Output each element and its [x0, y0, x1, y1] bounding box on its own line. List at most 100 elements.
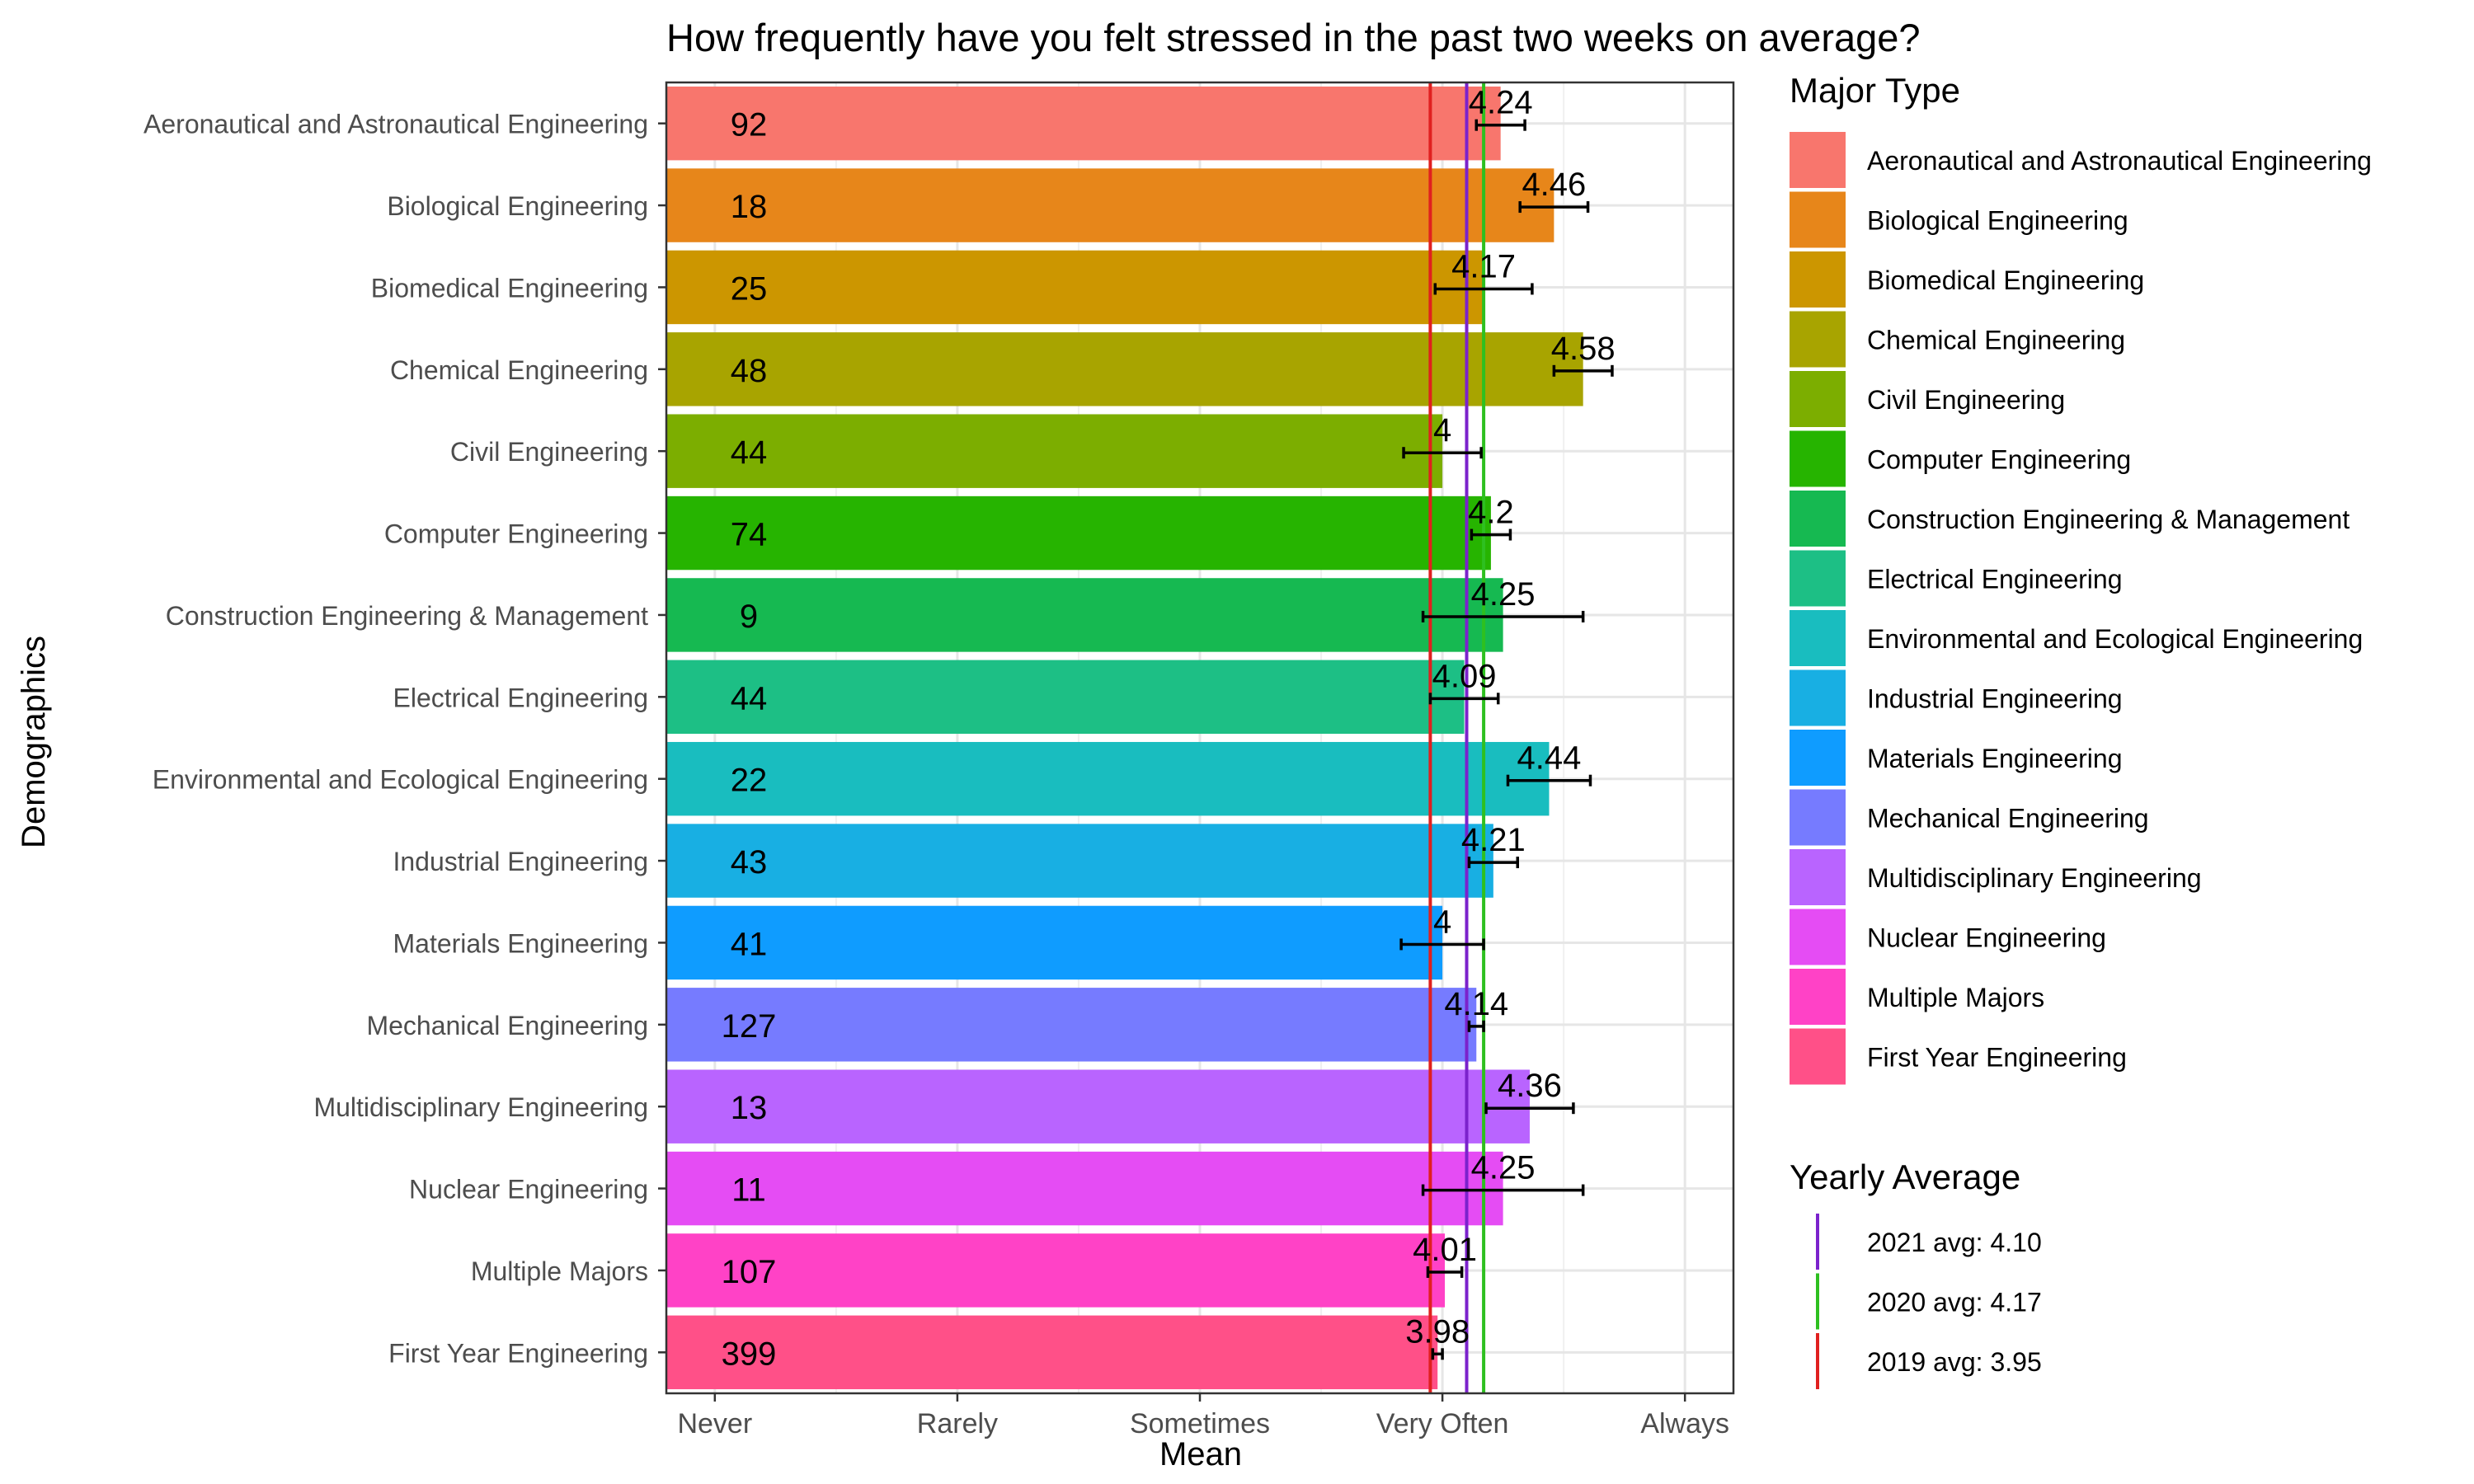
count-label: 13: [731, 1090, 768, 1126]
reference-legend-item: 2021 avg: 4.10: [1816, 1214, 2042, 1270]
legend-label: Chemical Engineering: [1867, 326, 2125, 355]
count-label: 44: [731, 434, 768, 471]
y-tick-label: Multiple Majors: [471, 1256, 648, 1286]
legend-item: Aeronautical and Astronautical Engineeri…: [1790, 132, 2372, 188]
y-tick-label: Biological Engineering: [387, 191, 648, 221]
count-label: 9: [740, 599, 758, 635]
legend-label: Aeronautical and Astronautical Engineeri…: [1867, 146, 2372, 176]
reference-legend-label: 2021 avg: 4.10: [1867, 1228, 2042, 1257]
error-bar: [1428, 693, 1500, 705]
value-label: 4.14: [1444, 986, 1508, 1022]
count-label: 48: [731, 353, 768, 389]
legend-swatch: [1790, 909, 1846, 965]
error-bar: [1506, 774, 1592, 787]
legend-swatch: [1790, 371, 1846, 427]
legend-item: Civil Engineering: [1790, 371, 2065, 427]
value-label: 4.2: [1468, 495, 1514, 531]
reference-legend-label: 2019 avg: 3.95: [1867, 1347, 2042, 1377]
legend-item: Biomedical Engineering: [1790, 251, 2144, 308]
reference-legend-title: Yearly Average: [1790, 1158, 2020, 1196]
legend-label: Materials Engineering: [1867, 744, 2123, 773]
count-label: 25: [731, 270, 768, 307]
legend-swatch: [1790, 311, 1846, 368]
legend-swatch: [1790, 132, 1846, 188]
legend-swatch: [1790, 491, 1846, 547]
legend-label: Multiple Majors: [1867, 983, 2044, 1012]
error-bar: [1421, 610, 1585, 622]
bar: [666, 332, 1583, 406]
y-tick-label: Nuclear Engineering: [409, 1175, 648, 1205]
legend-label: First Year Engineering: [1867, 1043, 2127, 1073]
bar: [666, 168, 1554, 242]
count-label: 92: [731, 107, 768, 143]
bar: [666, 1069, 1530, 1144]
count-label: 11: [731, 1172, 766, 1209]
legend-label: Multidisciplinary Engineering: [1867, 863, 2202, 893]
legend-label: Civil Engineering: [1867, 385, 2065, 415]
bar: [666, 824, 1493, 898]
y-tick-label: Environmental and Ecological Engineering: [153, 765, 648, 795]
legend-item: Biological Engineering: [1790, 191, 2128, 248]
bar: [666, 1233, 1446, 1308]
y-axis-label: Demographics: [16, 636, 52, 848]
count-label: 74: [731, 517, 768, 553]
x-tick-label: Rarely: [917, 1408, 998, 1439]
legend-label: Industrial Engineering: [1867, 684, 2123, 714]
y-tick-label: Electrical Engineering: [393, 683, 649, 712]
value-label: 4.17: [1451, 248, 1516, 284]
x-tick-label: Never: [677, 1408, 752, 1439]
count-label: 107: [722, 1254, 777, 1290]
legend-label: Biological Engineering: [1867, 206, 2128, 236]
reference-lines: [1428, 82, 1486, 1393]
error-bar: [1470, 528, 1512, 541]
error-bar: [1518, 201, 1590, 214]
value-label: 4.21: [1461, 822, 1526, 858]
legend-item: Multidisciplinary Engineering: [1790, 849, 2202, 905]
error-bar: [1421, 1184, 1585, 1196]
legend-swatch: [1790, 610, 1846, 666]
legend-item: First Year Engineering: [1790, 1028, 2127, 1085]
error-bar: [1552, 364, 1614, 377]
legend-label: Nuclear Engineering: [1867, 923, 2106, 953]
value-label: 4.25: [1471, 576, 1536, 613]
value-label: 4.36: [1498, 1068, 1562, 1104]
value-label: 4.46: [1522, 167, 1586, 203]
bar: [666, 905, 1443, 980]
bar: [666, 1315, 1438, 1390]
count-labels: 92 18 25 48 44 74 9 44 22 43 41 127 13 11 107 399: [722, 107, 777, 1373]
y-tick-label: First Year Engineering: [388, 1338, 648, 1368]
legend-label: Construction Engineering & Management: [1867, 505, 2349, 534]
y-tick-label: Industrial Engineering: [393, 847, 648, 876]
legend-item: Materials Engineering: [1790, 730, 2123, 786]
bar: [666, 495, 1491, 571]
bar: [666, 414, 1443, 488]
legend-item: Nuclear Engineering: [1790, 909, 2106, 965]
count-label: 43: [731, 844, 768, 881]
reference-legend: Yearly Average 2021 avg: 4.10 2020 avg: 4…: [1790, 1158, 2042, 1389]
y-tick-label: Civil Engineering: [450, 437, 648, 467]
legend-swatch: [1790, 251, 1846, 308]
legend: Major Type Aeronautical and Astronautica…: [1790, 71, 2372, 1085]
legend-label: Mechanical Engineering: [1867, 804, 2149, 834]
legend-label: Environmental and Ecological Engineering: [1867, 624, 2363, 654]
legend-swatch: [1790, 550, 1846, 607]
count-label: 44: [731, 680, 768, 716]
legend-item: Computer Engineering: [1790, 430, 2131, 487]
x-axis-label: Mean: [1159, 1436, 1242, 1472]
legend-item: Electrical Engineering: [1790, 550, 2123, 607]
error-bar: [1399, 938, 1485, 951]
x-axis-tick-labels: Never Rarely Sometimes Very Often Always: [677, 1393, 1729, 1439]
bar: [666, 250, 1484, 325]
value-labels: 4.24 4.46 4.17 4.58 4 4.2 4.25 4.09 4.44 4.21 4 4.1…: [665, 81, 1735, 1395]
value-label: 4: [1433, 904, 1451, 940]
legend-item: Industrial Engineering: [1790, 669, 2123, 726]
y-tick-label: Chemical Engineering: [390, 355, 648, 385]
count-label: 41: [731, 926, 768, 962]
value-label: 4.24: [1469, 85, 1533, 121]
value-label: 3.98: [1405, 1313, 1470, 1350]
legend-swatch: [1790, 730, 1846, 786]
count-label: 22: [731, 763, 768, 799]
bar: [666, 1151, 1503, 1226]
legend-item: Environmental and Ecological Engineering: [1790, 610, 2363, 666]
x-tick-label: Always: [1640, 1408, 1729, 1439]
